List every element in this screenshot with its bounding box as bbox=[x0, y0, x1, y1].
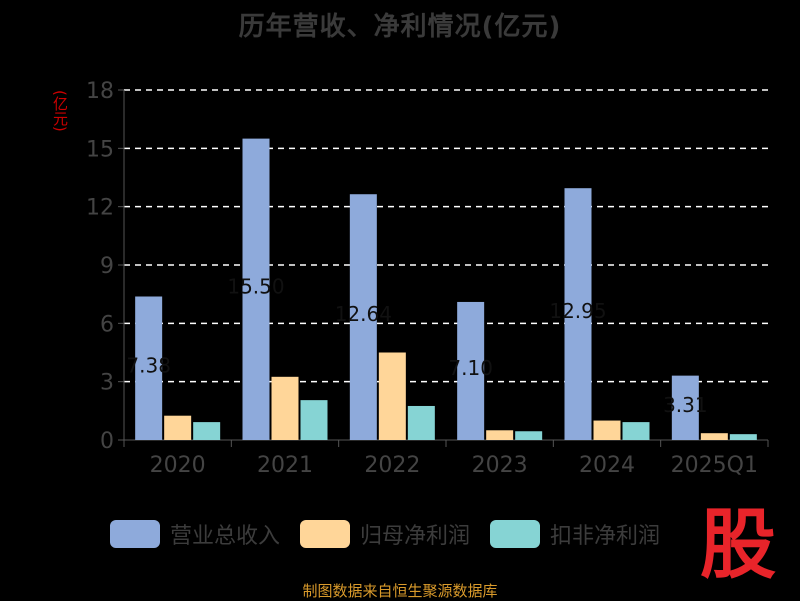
x-tick-label: 2025Q1 bbox=[671, 453, 758, 478]
bar-2 bbox=[486, 430, 514, 440]
legend-item[interactable]: 扣非净利润 bbox=[490, 518, 660, 550]
bar-3 bbox=[193, 422, 221, 440]
bar-1 bbox=[349, 194, 377, 440]
x-tick-label: 2021 bbox=[257, 453, 313, 478]
legend-label: 扣非净利润 bbox=[550, 524, 661, 549]
legend-item[interactable]: 营业总收入 bbox=[110, 518, 280, 550]
bar-3 bbox=[407, 405, 435, 440]
y-tick-label: 9 bbox=[100, 254, 114, 279]
bar-3 bbox=[729, 434, 757, 440]
bar-3 bbox=[300, 400, 328, 440]
stock-logo: 股 bbox=[700, 500, 776, 589]
bar-1 bbox=[242, 138, 270, 440]
data-label: 7.10 bbox=[448, 356, 493, 380]
x-tick-label: 2022 bbox=[364, 453, 420, 478]
y-tick-label: 6 bbox=[100, 312, 114, 337]
bar-2 bbox=[593, 420, 621, 440]
bar-1 bbox=[135, 296, 163, 440]
legend-item[interactable]: 归母净利润 bbox=[300, 518, 470, 550]
x-tick-label: 2024 bbox=[579, 453, 635, 478]
data-label: 15.50 bbox=[227, 274, 284, 298]
legend-swatch bbox=[110, 520, 160, 548]
legend-swatch bbox=[300, 520, 351, 548]
bar-3 bbox=[515, 431, 543, 440]
x-tick-label: 2020 bbox=[150, 453, 206, 478]
bar-3 bbox=[622, 422, 650, 440]
data-label: 12.64 bbox=[335, 302, 392, 326]
data-label: 7.38 bbox=[126, 353, 171, 377]
bar-1 bbox=[671, 375, 699, 440]
y-tick-label: 0 bbox=[100, 429, 114, 454]
legend-swatch bbox=[490, 520, 541, 548]
bar-1 bbox=[564, 188, 592, 440]
legend-label: 营业总收入 bbox=[170, 524, 281, 549]
bar-1 bbox=[457, 301, 485, 440]
x-tick-label: 2023 bbox=[472, 453, 528, 478]
chart-legend: 营业总收入 归母净利润 扣非净利润 bbox=[110, 518, 680, 550]
bar-2 bbox=[271, 376, 299, 440]
y-tick-label: 18 bbox=[86, 79, 114, 104]
y-tick-label: 3 bbox=[100, 371, 114, 396]
data-label: 12.95 bbox=[549, 299, 606, 323]
y-tick-label: 15 bbox=[86, 137, 114, 162]
y-tick-label: 12 bbox=[86, 196, 114, 221]
legend-label: 归母净利润 bbox=[360, 524, 471, 549]
bar-2 bbox=[700, 433, 728, 440]
chart-title: 历年营收、净利情况(亿元) bbox=[238, 12, 562, 42]
data-label: 3.31 bbox=[663, 393, 708, 417]
bar-2 bbox=[164, 415, 192, 440]
bar-2 bbox=[378, 352, 406, 440]
data-source-note: 制图数据来自恒生聚源数据库 bbox=[302, 582, 498, 600]
y-axis-unit-label: (亿元) bbox=[51, 90, 69, 132]
